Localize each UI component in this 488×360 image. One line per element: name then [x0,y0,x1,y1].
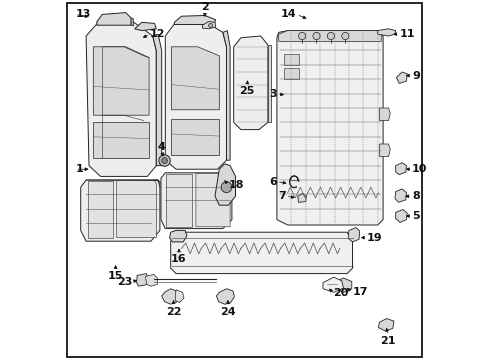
Text: 6: 6 [268,177,276,187]
Polygon shape [86,180,162,187]
Polygon shape [396,72,407,84]
Polygon shape [377,29,395,36]
Polygon shape [347,228,359,242]
Text: 25: 25 [239,86,254,96]
Polygon shape [165,22,226,169]
Circle shape [341,32,348,40]
Polygon shape [284,68,298,79]
Polygon shape [216,289,234,304]
Polygon shape [145,274,157,286]
Polygon shape [131,18,133,26]
Text: 18: 18 [228,180,244,190]
Polygon shape [161,173,231,229]
Polygon shape [395,210,407,222]
Circle shape [326,32,334,40]
Circle shape [298,32,305,40]
Polygon shape [278,31,381,41]
Polygon shape [290,176,297,181]
Text: 15: 15 [108,271,123,281]
Text: 20: 20 [333,288,348,298]
Circle shape [159,155,170,166]
Polygon shape [152,34,162,166]
Polygon shape [117,181,156,238]
Text: 5: 5 [411,211,419,221]
Text: 3: 3 [269,89,276,99]
Text: 13: 13 [75,9,90,19]
Circle shape [312,32,320,40]
Polygon shape [334,278,351,292]
Polygon shape [202,22,215,29]
Text: 21: 21 [379,336,395,346]
Polygon shape [284,54,298,65]
Polygon shape [88,181,113,238]
Polygon shape [233,36,267,130]
Polygon shape [215,164,235,205]
Polygon shape [322,277,343,292]
Polygon shape [81,180,160,241]
Polygon shape [267,45,271,122]
Text: 22: 22 [165,307,181,317]
Text: 11: 11 [399,29,414,39]
Polygon shape [93,122,149,158]
Polygon shape [93,47,149,115]
Text: 12: 12 [150,29,165,39]
Polygon shape [86,20,156,176]
Polygon shape [171,119,219,155]
Text: 23: 23 [117,276,132,287]
Text: 14: 14 [281,9,296,19]
Text: 1: 1 [75,164,83,174]
Text: 8: 8 [411,191,419,201]
Polygon shape [170,232,352,274]
Polygon shape [169,230,186,242]
Text: 2: 2 [201,1,208,12]
Text: 16: 16 [171,254,186,264]
Polygon shape [134,22,156,31]
Text: 24: 24 [220,307,236,317]
Polygon shape [379,144,389,157]
Polygon shape [196,174,230,227]
Circle shape [162,158,167,163]
Text: 19: 19 [366,233,382,243]
Polygon shape [136,274,148,286]
Text: 17: 17 [352,287,367,297]
Polygon shape [223,31,230,160]
Text: 4: 4 [158,142,165,152]
Polygon shape [174,15,215,24]
Polygon shape [379,108,389,121]
Circle shape [221,182,231,193]
Polygon shape [394,189,406,202]
Polygon shape [297,194,306,202]
Text: 10: 10 [411,164,427,174]
Text: 7: 7 [278,191,285,201]
Polygon shape [276,31,382,225]
Polygon shape [171,47,219,110]
Circle shape [208,23,212,28]
Polygon shape [175,290,183,302]
Polygon shape [162,289,179,304]
Text: 9: 9 [411,71,419,81]
Polygon shape [97,13,131,25]
Polygon shape [395,163,406,175]
Polygon shape [166,174,192,227]
Polygon shape [378,319,393,331]
